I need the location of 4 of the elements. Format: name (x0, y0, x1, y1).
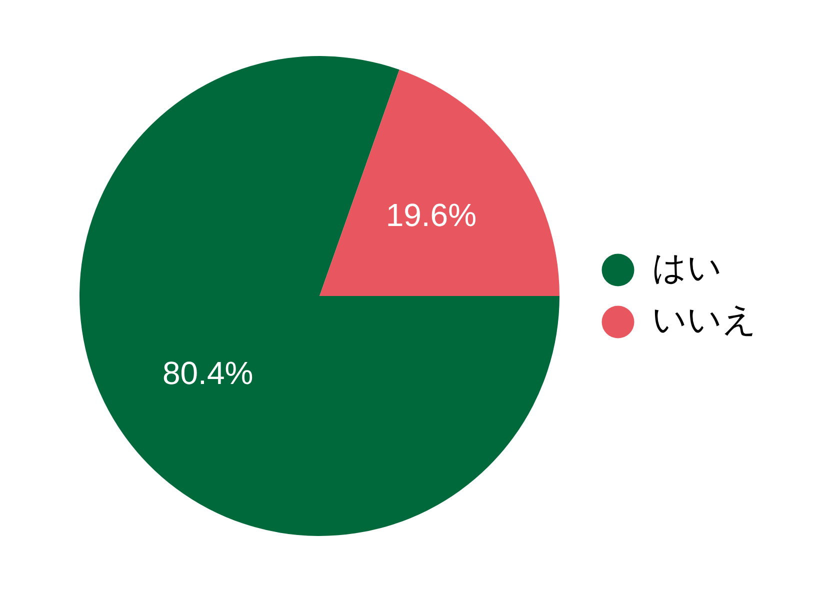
legend-label: はい (652, 248, 722, 288)
legend-label: いいえ (652, 300, 757, 340)
data-label: 80.4% (162, 354, 254, 391)
data-label: 19.6% (386, 196, 477, 233)
